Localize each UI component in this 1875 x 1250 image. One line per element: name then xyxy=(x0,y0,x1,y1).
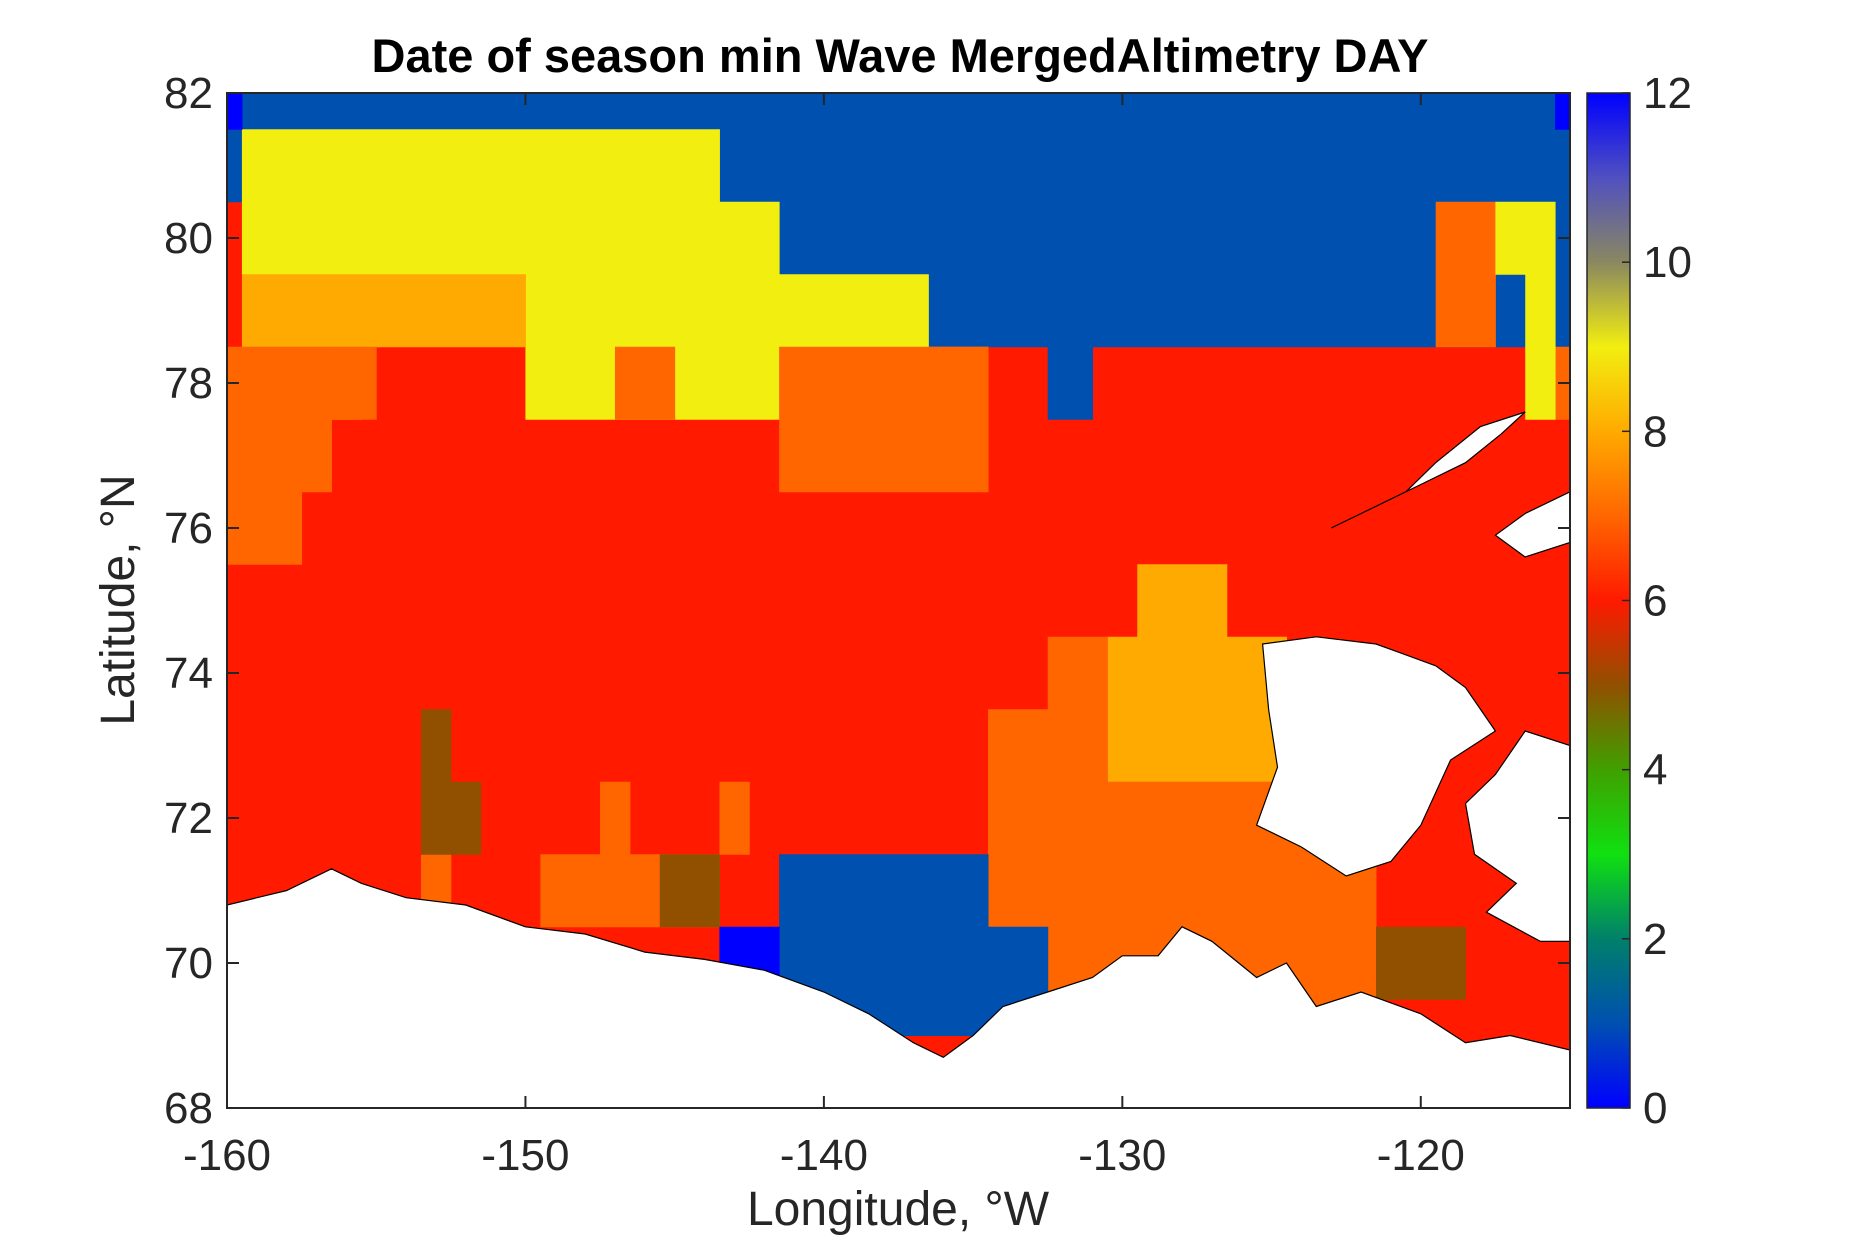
heatmap-region-28 xyxy=(719,781,750,855)
x-tick-label: -150 xyxy=(481,1131,569,1180)
x-tick-label: -140 xyxy=(780,1131,868,1180)
heatmap-region-11 xyxy=(331,346,377,420)
y-tick-label: 82 xyxy=(164,69,213,118)
y-tick-label: 68 xyxy=(164,1084,213,1133)
heatmap-region-5 xyxy=(719,201,780,275)
land-melville-island xyxy=(1494,491,1570,558)
y-tick-label: 76 xyxy=(164,504,213,553)
x-tick-label: -160 xyxy=(183,1131,271,1180)
heatmap-region-23 xyxy=(988,709,1108,928)
x-axis-label: Longitude, °W xyxy=(747,1183,1050,1236)
x-tick-label: -130 xyxy=(1078,1131,1166,1180)
colorbar-tick-label: 0 xyxy=(1643,1084,1667,1133)
land-prince-patrick-island xyxy=(1330,411,1526,529)
heatmap-region-15 xyxy=(1435,201,1496,348)
y-tick-label: 70 xyxy=(164,939,213,988)
land-victoria-island xyxy=(1464,730,1570,942)
y-axis: 68 70 72 74 76 78 80 82 xyxy=(164,69,1570,1133)
y-tick-label: 78 xyxy=(164,359,213,408)
colorbar-tick-label: 4 xyxy=(1643,746,1667,795)
colorbar-tick-label: 10 xyxy=(1643,238,1692,287)
y-tick-label: 72 xyxy=(164,794,213,843)
colorbar: 0 2 4 6 8 10 12 xyxy=(1586,69,1692,1133)
heatmap-region-33 xyxy=(1376,926,1467,1000)
colorbar-tick-label: 2 xyxy=(1643,915,1667,964)
heatmap-region-3 xyxy=(1047,346,1093,420)
heatmap-region-19 xyxy=(1137,564,1228,638)
land-alaska-yukon-coast xyxy=(227,868,1570,1108)
heatmap-region-20 xyxy=(1107,636,1287,783)
plot-area: -160 -150 -140 -130 -120 68 70 72 74 76 78 80 82 xyxy=(164,69,1571,1180)
heatmap-region-13 xyxy=(779,346,989,493)
plot-frame xyxy=(226,92,1571,1109)
heatmap-region-30 xyxy=(420,709,452,855)
land-banks-island xyxy=(1255,636,1497,877)
y-tick-label: 80 xyxy=(164,214,213,263)
x-axis: -160 -150 -140 -130 -120 xyxy=(183,93,1465,1180)
heatmap-region-9 xyxy=(227,346,332,493)
chart-title: Date of season min Wave MergedAltimetry … xyxy=(372,29,1429,82)
heatmap-region-18 xyxy=(1525,274,1556,420)
y-tick-label: 74 xyxy=(164,649,213,698)
heatmap-region-17 xyxy=(1495,201,1556,275)
colorbar-tick-label: 6 xyxy=(1643,577,1667,626)
heatmap-region-37 xyxy=(227,93,243,130)
heatmap-region-10 xyxy=(227,491,303,565)
land-masks xyxy=(227,411,1570,1108)
y-axis-label: Latitude, °N xyxy=(92,474,145,725)
colorbar-tick-label: 12 xyxy=(1643,69,1692,118)
heatmap-region-32 xyxy=(659,854,720,928)
heatmap-region-38 xyxy=(1555,93,1570,130)
colorbar-tick-label: 8 xyxy=(1643,407,1667,456)
heatmap-region-4 xyxy=(241,129,720,275)
heatmap-region-14 xyxy=(928,346,989,348)
heatmap-region-12 xyxy=(614,346,676,420)
heatmap-region-31 xyxy=(450,781,482,855)
heatmap-region-22 xyxy=(1047,636,1108,710)
heatmap-region-7 xyxy=(241,274,526,348)
colorbar-ticks: 0 2 4 6 8 10 12 xyxy=(1622,69,1692,1133)
x-tick-label: -120 xyxy=(1377,1131,1465,1180)
heatmap-region-27 xyxy=(600,781,631,855)
